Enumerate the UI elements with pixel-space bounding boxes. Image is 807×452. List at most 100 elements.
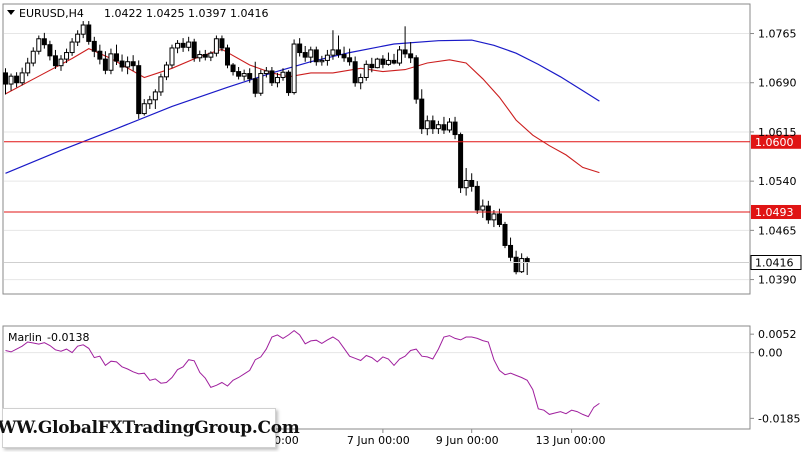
candle-body-bull: [75, 33, 81, 43]
candle: [3, 68, 8, 95]
candle-body-bull: [8, 75, 14, 85]
candle-body-bull: [186, 41, 192, 48]
candle: [519, 253, 525, 274]
candle-body-bear: [336, 49, 341, 56]
candle: [430, 115, 436, 134]
candle-body-bull: [58, 58, 64, 67]
chart-symbol-timeframe: EURUSD,H4: [19, 7, 84, 20]
indicator-line: [5, 329, 600, 418]
candle-body-bull: [424, 120, 430, 130]
candle-body-bull: [308, 49, 314, 58]
indicator-axis: 0.0052 0.00 -0.0185: [750, 328, 800, 425]
candle: [8, 73, 14, 91]
level-label: 1.0493: [755, 206, 794, 219]
candle: [308, 46, 314, 64]
price-tick-label: 1.0690: [758, 77, 797, 90]
candle: [458, 132, 464, 193]
candle-body-bear: [130, 61, 136, 67]
current-price-box: [750, 255, 802, 271]
indicator-tick-label: -0.0185: [758, 412, 800, 425]
candle-body-bull: [319, 59, 325, 63]
candle-body-bear: [469, 179, 475, 187]
time-tick-label: 9 Jun 00:00: [436, 434, 499, 447]
indicator-series-line: [5, 329, 600, 418]
candle-body-bull: [241, 73, 247, 77]
candle-body-bull: [280, 71, 286, 78]
candle-body-bull: [397, 49, 403, 64]
candle-body-bull: [152, 91, 158, 101]
candle-body-bear: [136, 65, 142, 115]
candle-body-bear: [391, 59, 397, 64]
candle: [441, 116, 447, 134]
candle-body-bear: [402, 49, 408, 55]
candle: [374, 57, 380, 69]
candle: [213, 35, 219, 57]
candle-body-bear: [225, 47, 230, 66]
candle: [469, 173, 475, 192]
candle: [291, 39, 297, 95]
candle-body-bear: [485, 205, 491, 221]
candle-body-bear: [86, 24, 92, 42]
candle-body-bear: [119, 60, 125, 68]
candle: [202, 49, 208, 61]
candle-body-bear: [252, 78, 258, 94]
candle: [363, 60, 369, 81]
candle: [286, 70, 292, 96]
candle-body-bear: [14, 75, 20, 84]
candle: [297, 38, 303, 57]
indicator-tick-label: 0.0052: [758, 328, 797, 341]
candle-body-bear: [419, 98, 425, 130]
candle: [263, 66, 269, 78]
watermark-text: WWW.GlobalFXTradingGroup.Com: [0, 418, 300, 438]
collapse-triangle-icon[interactable]: [7, 10, 15, 15]
candle: [274, 72, 280, 88]
candle: [341, 46, 347, 62]
chart-ohlc-values: 1.0422 1.0425 1.0397 1.0416: [104, 7, 268, 20]
candle: [280, 68, 286, 81]
candle: [69, 38, 75, 56]
candle: [91, 36, 97, 58]
candle-body-bear: [441, 124, 447, 131]
candle-body-bull: [125, 61, 131, 68]
candle: [163, 61, 169, 81]
candle-body-bull: [158, 76, 164, 93]
candle: [102, 51, 108, 75]
candle-body-bear: [47, 44, 53, 57]
candle: [130, 55, 136, 71]
candle: [452, 116, 458, 140]
candle: [413, 55, 419, 104]
time-tick-label: 7 Jun 00:00: [347, 434, 410, 447]
candle: [208, 51, 214, 62]
candle-body-bull: [208, 52, 214, 58]
current-price-label: 1.0416: [755, 257, 794, 270]
candle-body-bull: [36, 38, 42, 52]
candle: [75, 30, 81, 46]
price-tick-label: 1.0765: [758, 28, 797, 41]
candle: [508, 237, 514, 262]
candle: [14, 72, 20, 88]
level-label-box: [751, 204, 801, 219]
horizontal-levels[interactable]: 1.0600 1.0493: [4, 134, 801, 219]
candle-body-bull: [25, 62, 31, 74]
candle: [152, 89, 158, 109]
candle-body-bear: [513, 256, 519, 273]
candle: [313, 46, 319, 66]
candle-body-bear: [52, 55, 58, 67]
candle-body-bull: [274, 76, 280, 84]
candle: [247, 68, 253, 83]
candle: [125, 56, 131, 75]
candle: [319, 55, 325, 66]
candle-body-bear: [3, 72, 8, 85]
candle: [491, 210, 497, 228]
candle-body-bull: [363, 63, 369, 78]
candle-body-bear: [202, 54, 208, 58]
level-label-box: [751, 134, 801, 149]
candle: [397, 45, 403, 66]
candle-body-bear: [474, 185, 480, 211]
candle: [369, 57, 375, 73]
level-label: 1.0600: [755, 136, 794, 149]
candle: [352, 56, 358, 87]
price-panel[interactable]: [2, 3, 751, 295]
candle: [269, 66, 275, 87]
candle: [324, 49, 330, 66]
